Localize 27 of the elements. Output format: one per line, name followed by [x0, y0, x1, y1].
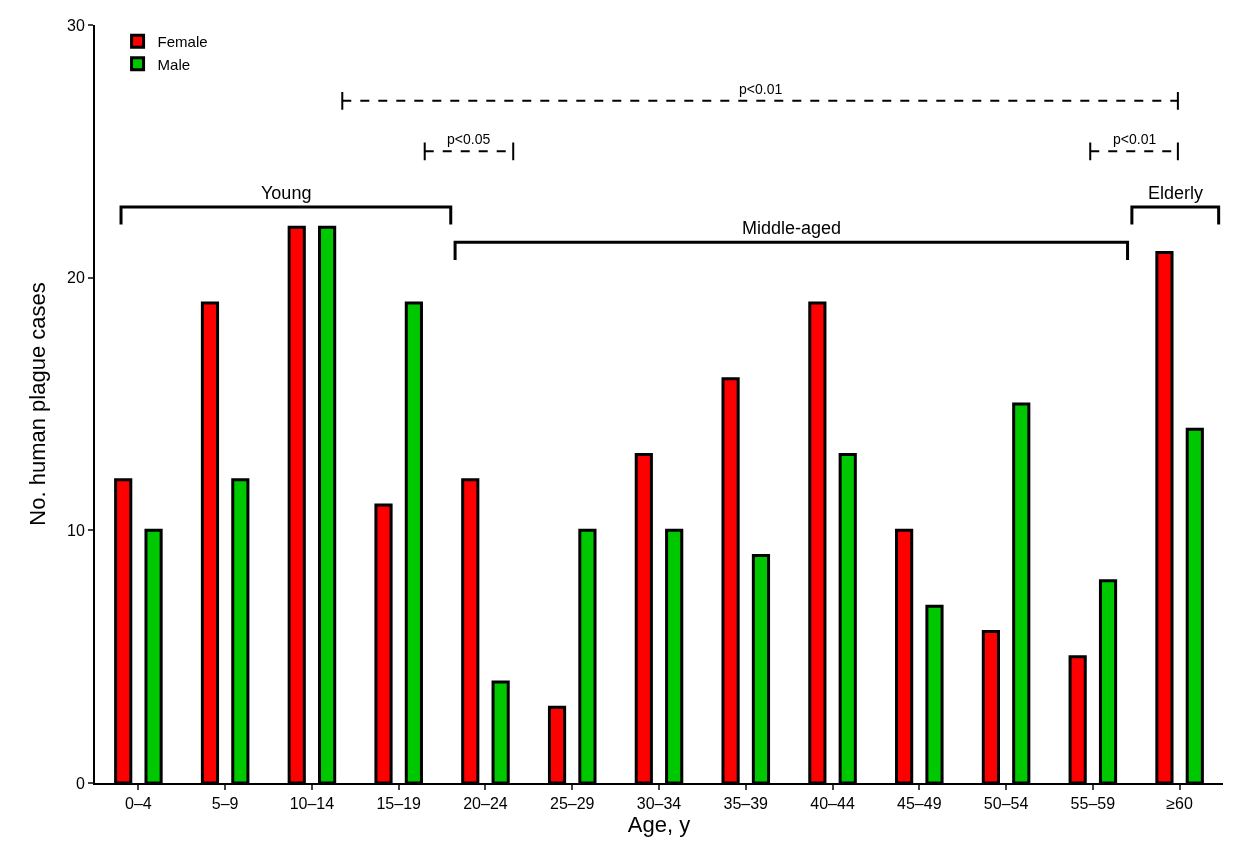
- annotation: p<0.05: [447, 131, 491, 147]
- x-tick-label: 40–44: [810, 795, 855, 813]
- y-tick-label: 10: [67, 521, 85, 539]
- y-tick-label: 0: [75, 774, 85, 792]
- x-tick-label: 30–34: [636, 795, 682, 813]
- annotation: p<0.01: [1113, 131, 1157, 147]
- x-tick-label: 0–4: [125, 795, 152, 813]
- x-tick-label: 50–54: [983, 795, 1029, 813]
- annotation: p<0.01: [739, 81, 783, 97]
- y-axis-title: No. human plague cases: [25, 282, 51, 526]
- x-tick-label: 55–59: [1070, 795, 1116, 813]
- annotation: Middle-aged: [742, 218, 842, 238]
- y-tick-label: 30: [67, 16, 85, 34]
- x-tick-label: 25–29: [549, 795, 595, 813]
- x-tick-label: ≥60: [1166, 795, 1194, 813]
- y-tick-label: 20: [67, 269, 85, 287]
- x-tick-label: 45–49: [897, 795, 942, 813]
- legend-label: Male: [157, 55, 191, 73]
- annotation: Young: [261, 183, 312, 203]
- x-tick-label: 15–19: [376, 795, 422, 813]
- x-tick-label: 20–24: [463, 795, 508, 813]
- x-tick-label: 35–39: [723, 795, 769, 813]
- x-axis-title: Age, y: [627, 812, 691, 838]
- legend-label: Female: [157, 33, 208, 51]
- x-tick-label: 10–14: [289, 795, 335, 813]
- x-tick-label: 5–9: [211, 795, 239, 813]
- annotation: Elderly: [1148, 183, 1204, 203]
